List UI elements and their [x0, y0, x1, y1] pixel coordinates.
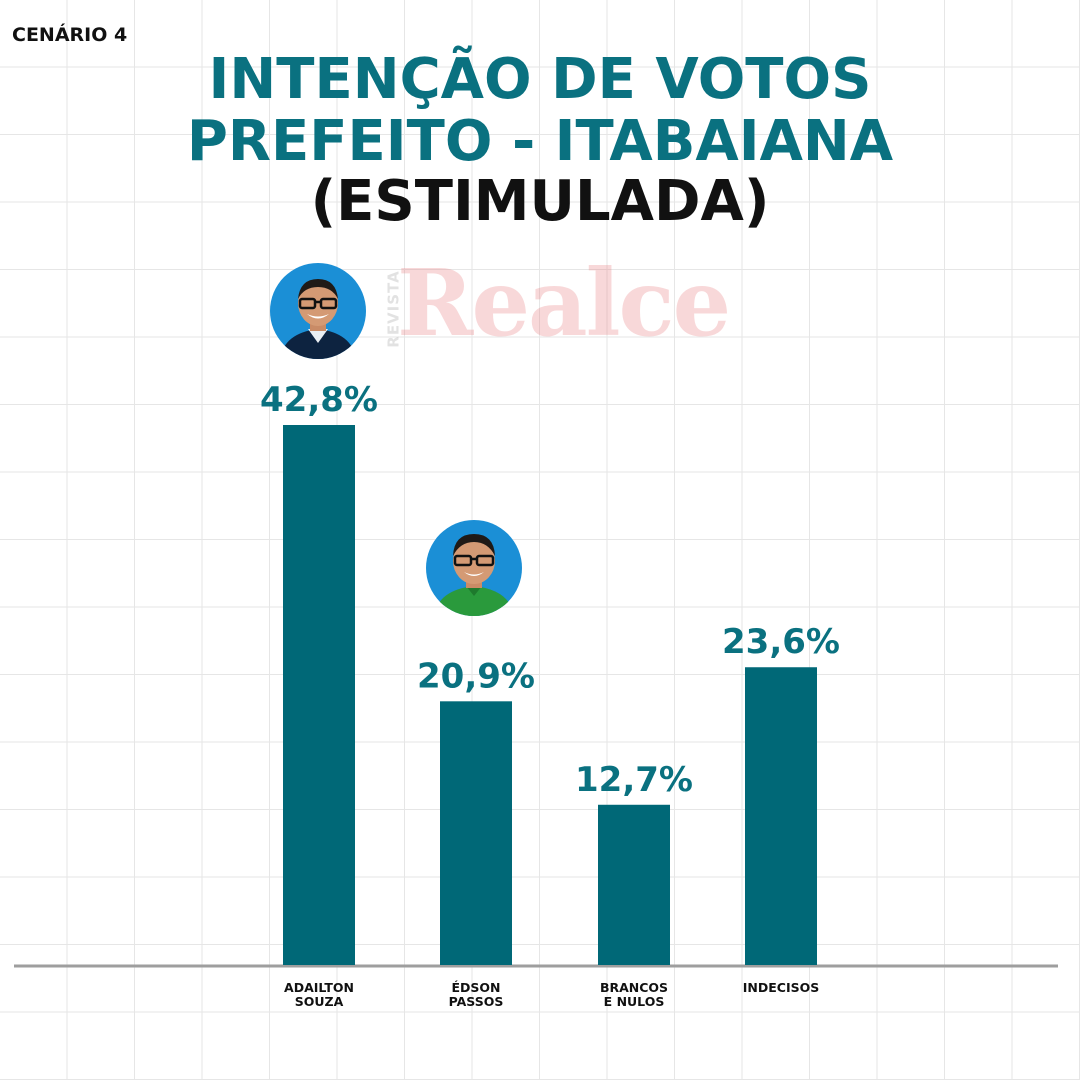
candidate-photo-edson — [426, 520, 522, 616]
data-label-1: 20,9% — [417, 656, 535, 696]
category-label-2-1: E NULOS — [604, 994, 665, 1009]
bar-3 — [745, 667, 817, 965]
data-label-0: 42,8% — [260, 380, 378, 420]
data-label-2: 12,7% — [575, 760, 693, 800]
category-label-3-0: INDECISOS — [743, 980, 819, 995]
person-icon — [270, 263, 366, 359]
title-line-2: PREFEITO - ITABAIANA — [186, 109, 894, 174]
person-icon — [426, 520, 522, 616]
category-label-1-0: ÉDSON — [451, 980, 500, 995]
candidate-photo-adailton — [270, 263, 366, 359]
bar-2 — [598, 804, 670, 965]
bar-1 — [440, 701, 512, 965]
category-label-0-1: SOUZA — [295, 994, 344, 1009]
watermark-main-text: Realce — [397, 249, 731, 357]
category-label-2-0: BRANCOS — [600, 980, 668, 995]
title-line-1: INTENÇÃO DE VOTOS — [208, 47, 872, 112]
category-label-1-1: PASSOS — [449, 994, 504, 1009]
watermark-logo: REVISTA Realce — [375, 249, 731, 365]
title-line-3: (ESTIMULADA) — [310, 169, 770, 234]
scenario-label: CENÁRIO 4 — [12, 24, 128, 46]
data-label-3: 23,6% — [722, 622, 840, 662]
bar-0 — [283, 425, 355, 965]
category-label-0-0: ADAILTON — [284, 980, 354, 995]
